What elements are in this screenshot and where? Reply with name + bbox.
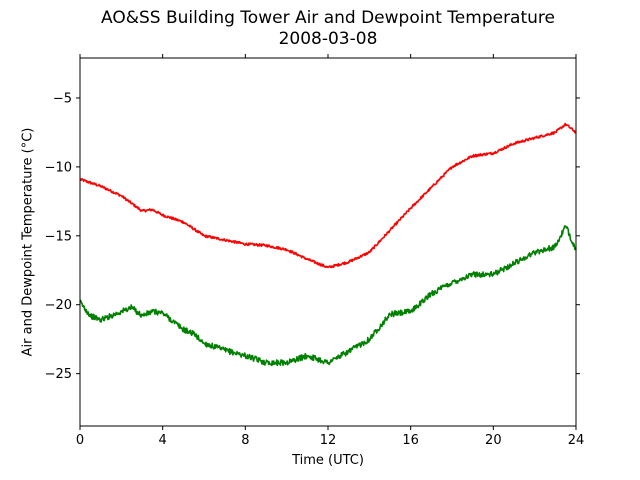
chart-title: AO&SS Building Tower Air and Dewpoint Te… xyxy=(100,8,555,28)
x-tick-label: 4 xyxy=(159,433,167,448)
x-tick-label: 8 xyxy=(241,433,249,448)
plot-frame xyxy=(79,57,577,427)
x-tick-label: 12 xyxy=(320,433,337,448)
series-line-air-temperature xyxy=(79,122,577,269)
y-tick-label: −25 xyxy=(45,367,72,382)
y-tick-label: −5 xyxy=(53,91,72,106)
y-tick-label: −10 xyxy=(45,160,72,175)
chart-subtitle: 2008-03-08 xyxy=(278,29,378,49)
y-tick-label: −15 xyxy=(45,229,72,244)
x-tick-label: 16 xyxy=(402,433,419,448)
x-tick-label: 24 xyxy=(568,433,585,448)
x-tick-label: 0 xyxy=(76,433,84,448)
y-axis-label: Air and Dewpoint Temperature (°C) xyxy=(20,127,36,357)
y-tick-label: −20 xyxy=(45,298,72,313)
x-tick-label: 20 xyxy=(485,433,502,448)
x-axis-label: Time (UTC) xyxy=(292,453,364,468)
series-line-dewpoint xyxy=(79,225,577,367)
